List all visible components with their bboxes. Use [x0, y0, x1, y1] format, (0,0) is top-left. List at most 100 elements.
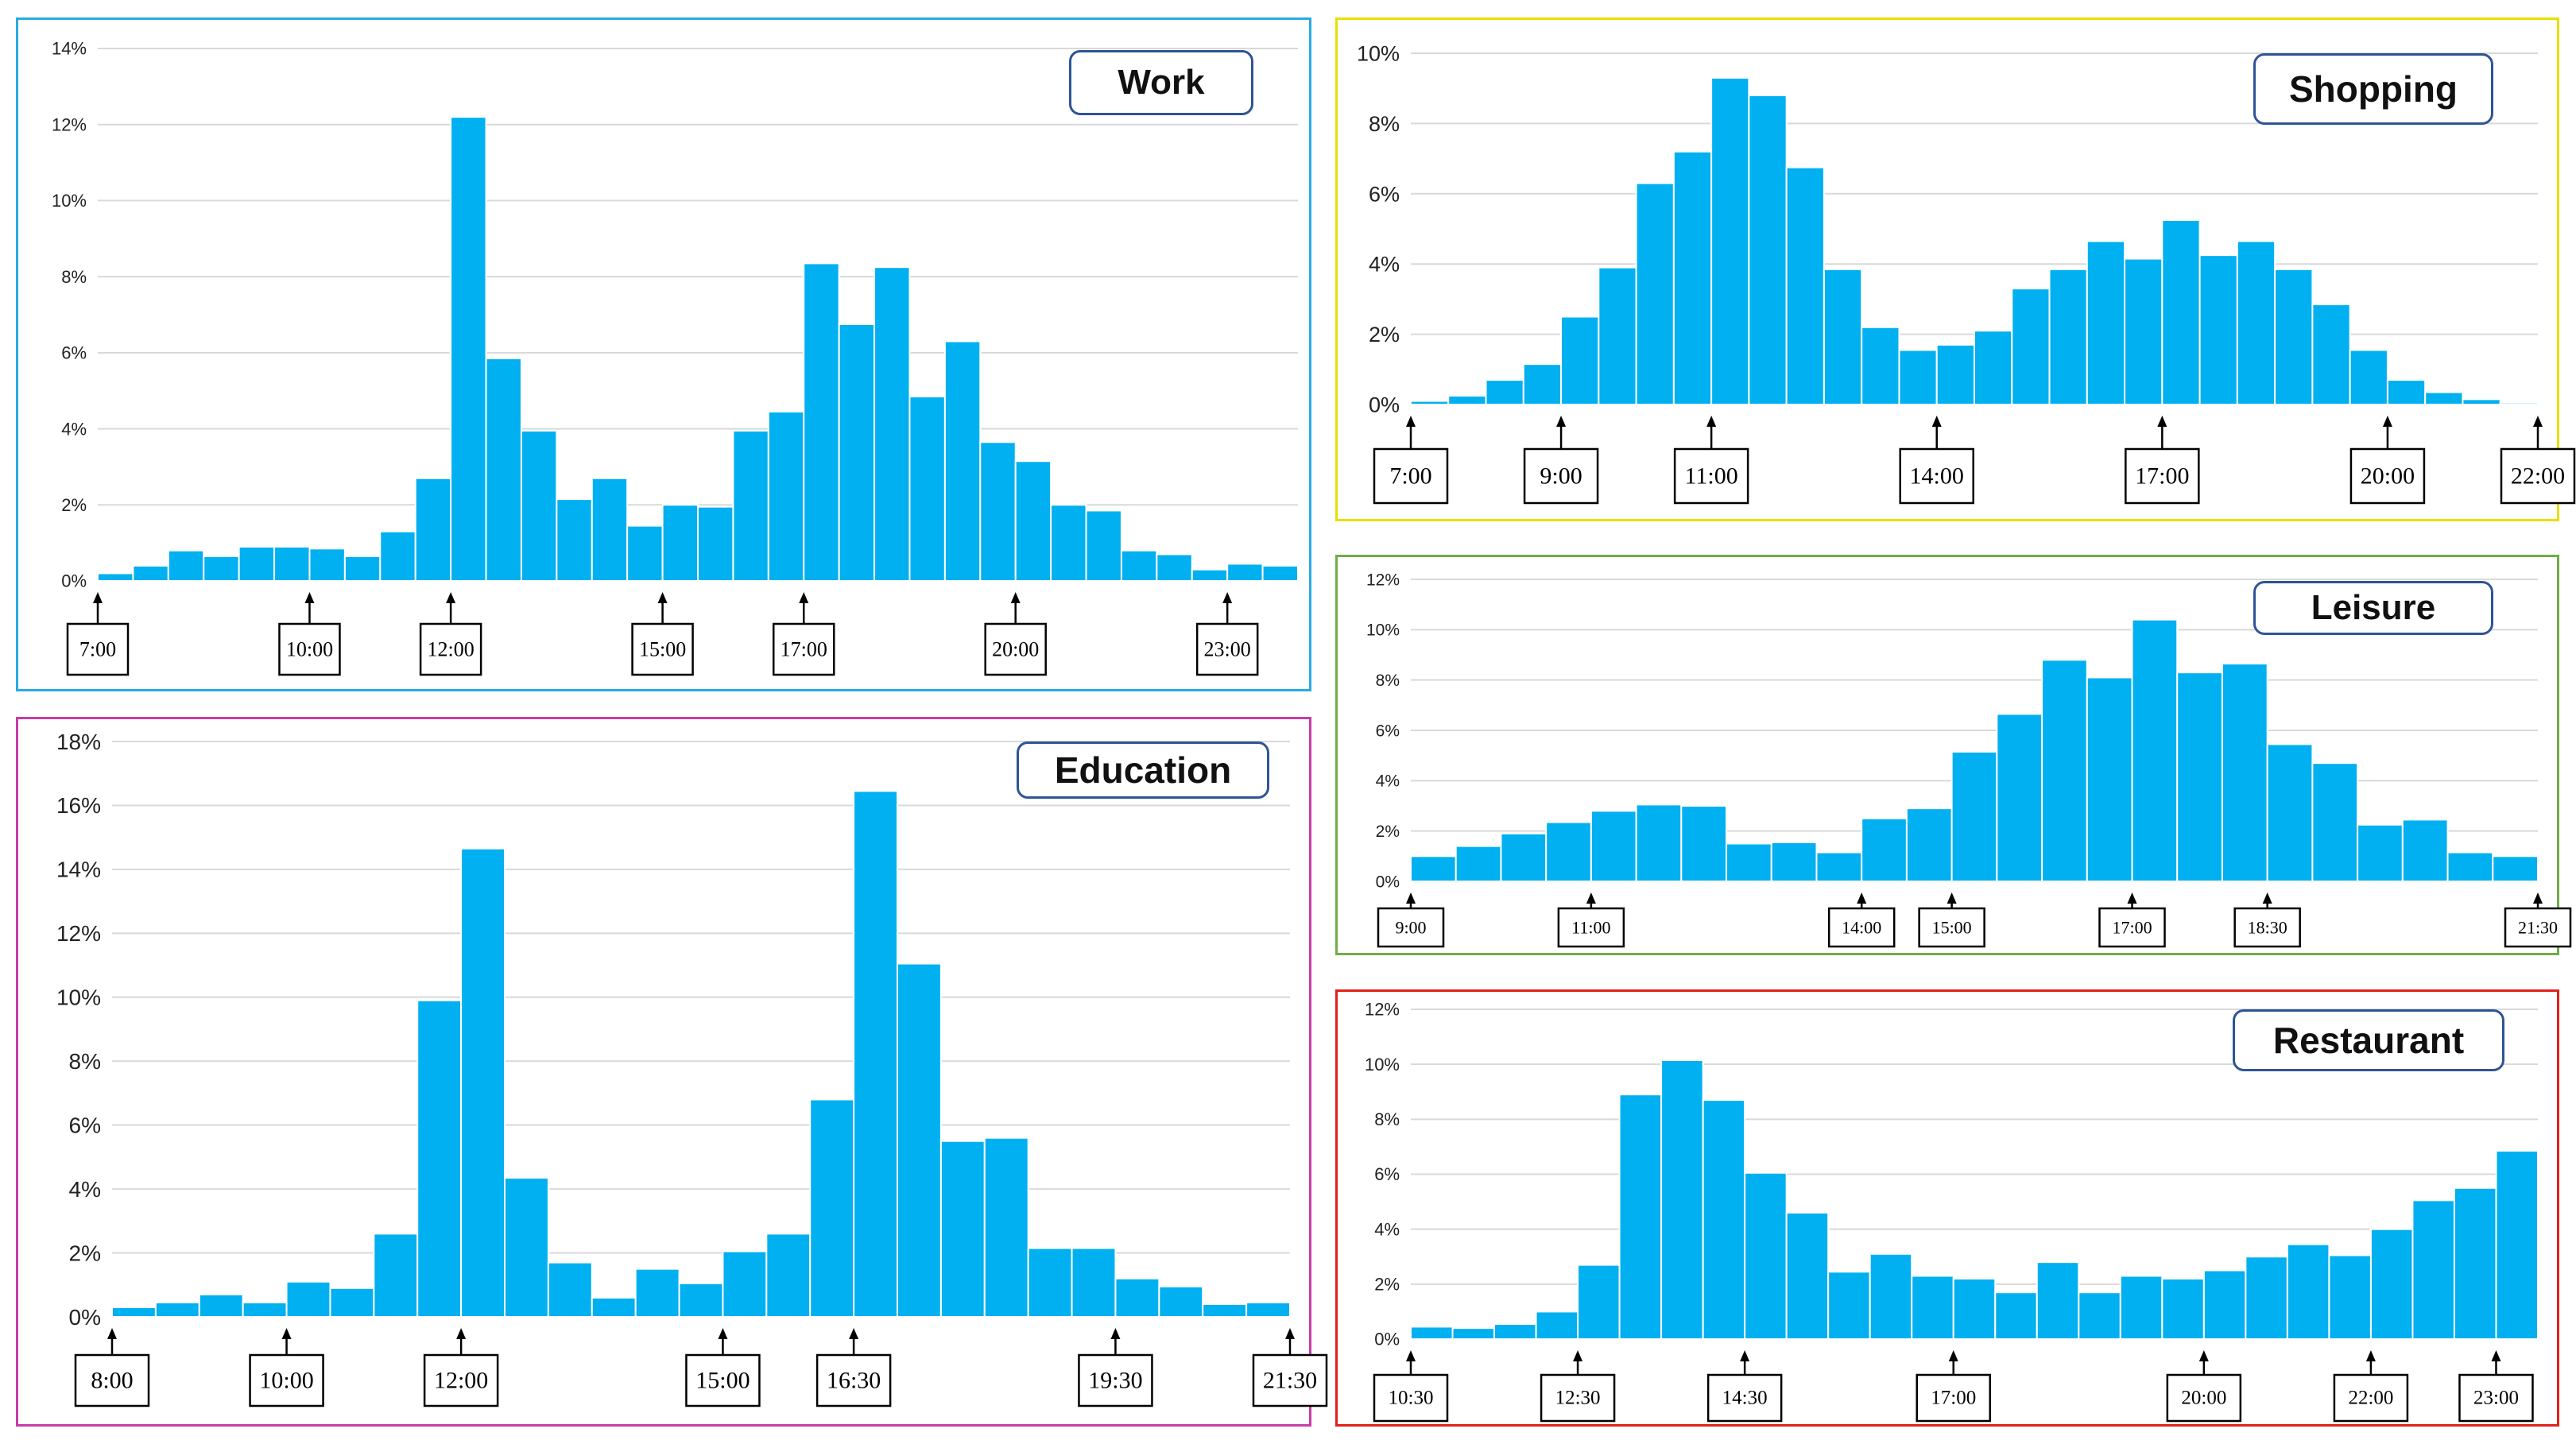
education-ytick-label: 8%	[69, 1049, 101, 1074]
leisure-marker-box	[1557, 907, 1625, 948]
education-ytick-label: 18%	[56, 730, 101, 754]
education-bar	[634, 1268, 680, 1318]
education-bar	[1158, 1285, 1204, 1318]
restaurant-marker-label: 17:00	[1931, 1388, 1976, 1409]
education-marker-arrow	[718, 1328, 728, 1339]
restaurant-bar	[2411, 1199, 2455, 1340]
work-bar	[1014, 460, 1052, 582]
leisure-chart-title: Leisure	[2253, 581, 2493, 635]
leisure-bar	[2266, 743, 2314, 882]
leisure-marker-arrow	[1857, 892, 1867, 904]
restaurant-bar	[1493, 1322, 1537, 1340]
education-marker-label: 15:00	[695, 1368, 750, 1394]
work-bar	[1191, 568, 1229, 583]
restaurant-marker-label: 20:00	[2181, 1388, 2226, 1409]
education-marker-label: 8:00	[91, 1368, 133, 1394]
leisure-marker-label: 17:00	[2112, 918, 2152, 938]
education-bar	[678, 1282, 724, 1318]
restaurant-chart: 0% 2% 4% 6% 8% 10% 12% 10:30 12:30 14:30 17:00 20:0…	[1365, 1000, 2539, 1423]
restaurant-marker-box	[1373, 1373, 1449, 1423]
education-bar	[591, 1296, 637, 1318]
shopping-marker-arrow	[1706, 416, 1717, 427]
work-bar	[520, 429, 558, 583]
restaurant-bar	[1577, 1264, 1621, 1340]
shopping-bar	[2424, 391, 2464, 405]
work-bar	[167, 549, 205, 583]
leisure-marker-label: 18:30	[2248, 918, 2287, 938]
work-bar	[732, 429, 769, 583]
work-chart-title: Work	[1069, 50, 1253, 115]
leisure-ytick-label: 6%	[1376, 722, 1400, 740]
work-bar	[1085, 509, 1122, 583]
restaurant-marker-box	[1540, 1373, 1616, 1423]
education-bar	[373, 1233, 419, 1318]
education-bar	[809, 1098, 855, 1318]
leisure-bar	[2446, 851, 2494, 883]
education-ytick-label: 6%	[69, 1113, 101, 1137]
shopping-marker-box	[1523, 447, 1599, 505]
leisure-bar	[2492, 855, 2539, 883]
education-marker-arrow	[281, 1328, 292, 1339]
work-ytick-label: 2%	[61, 495, 87, 515]
restaurant-ytick-label: 10%	[1365, 1055, 1400, 1074]
shopping-marker-label: 20:00	[2361, 463, 2415, 490]
shopping-marker-arrow	[1556, 416, 1567, 427]
restaurant-bar	[2202, 1269, 2247, 1340]
work-bar	[697, 505, 734, 583]
work-marker-box	[984, 622, 1047, 676]
shopping-ytick-label: 6%	[1369, 182, 1400, 206]
shopping-marker-arrow	[2157, 416, 2167, 427]
shopping-bar	[2236, 240, 2276, 405]
leisure-bar	[1635, 803, 1683, 882]
leisure-marker-label: 15:00	[1932, 918, 1972, 938]
education-ytick-label: 2%	[69, 1241, 101, 1265]
restaurant-marker-arrow	[2198, 1350, 2209, 1361]
education-bar	[1114, 1277, 1160, 1318]
shopping-chart: 0% 2% 4% 6% 8% 10% 7:00 9:00 11:00 14:00 17:00 20:0…	[1357, 41, 2576, 505]
work-bar	[273, 545, 311, 583]
leisure-ytick-label: 12%	[1366, 571, 1400, 589]
shopping-bar	[2124, 257, 2163, 405]
shopping-marker-label: 7:00	[1389, 463, 1431, 490]
education-bar	[547, 1261, 593, 1318]
leisure-chart: 0% 2% 4% 6% 8% 10% 12% 9:00 11:00 14:00 15:00 17:00…	[1366, 571, 2572, 948]
restaurant-marker-arrow	[1573, 1350, 1583, 1361]
work-bar	[1156, 553, 1193, 582]
restaurant-marker-label: 14:30	[1722, 1388, 1768, 1409]
work-ytick-label: 4%	[61, 419, 87, 439]
education-marker-box	[423, 1353, 499, 1407]
shopping-bar	[2499, 401, 2539, 406]
work-bar	[1120, 549, 1158, 583]
education-bar	[1245, 1301, 1291, 1318]
education-ytick-label: 14%	[56, 858, 101, 882]
education-bar	[1202, 1303, 1248, 1318]
shopping-bar	[1598, 266, 1637, 405]
shopping-marker-box	[2125, 447, 2200, 505]
shopping-chart-title: Shopping	[2253, 53, 2493, 125]
leisure-bar	[2311, 762, 2359, 882]
work-bar	[485, 358, 522, 582]
work-marker-box	[66, 622, 130, 676]
restaurant-bar	[2245, 1256, 2288, 1340]
education-bar	[504, 1177, 549, 1318]
leisure-bar	[1590, 810, 1637, 883]
education-marker-label: 19:30	[1088, 1368, 1142, 1394]
work-bar	[908, 395, 946, 582]
education-bar	[329, 1287, 375, 1318]
work-bar	[626, 525, 664, 582]
education-marker-label: 10:00	[259, 1368, 313, 1394]
work-marker-label: 17:00	[781, 638, 827, 661]
leisure-marker-box	[2504, 907, 2572, 948]
shopping-marker-box	[2500, 447, 2576, 505]
work-bar	[874, 266, 911, 582]
restaurant-bar	[1994, 1291, 2038, 1341]
education-marker-label: 12:00	[434, 1368, 488, 1394]
work-ytick-label: 12%	[52, 114, 87, 134]
work-bar	[379, 530, 416, 582]
leisure-marker-box	[1377, 907, 1445, 948]
work-bar	[1050, 504, 1087, 582]
restaurant-marker-box	[2333, 1373, 2409, 1423]
leisure-ytick-label: 0%	[1376, 873, 1400, 891]
leisure-bar	[2086, 676, 2133, 882]
restaurant-bar	[1827, 1271, 1871, 1341]
